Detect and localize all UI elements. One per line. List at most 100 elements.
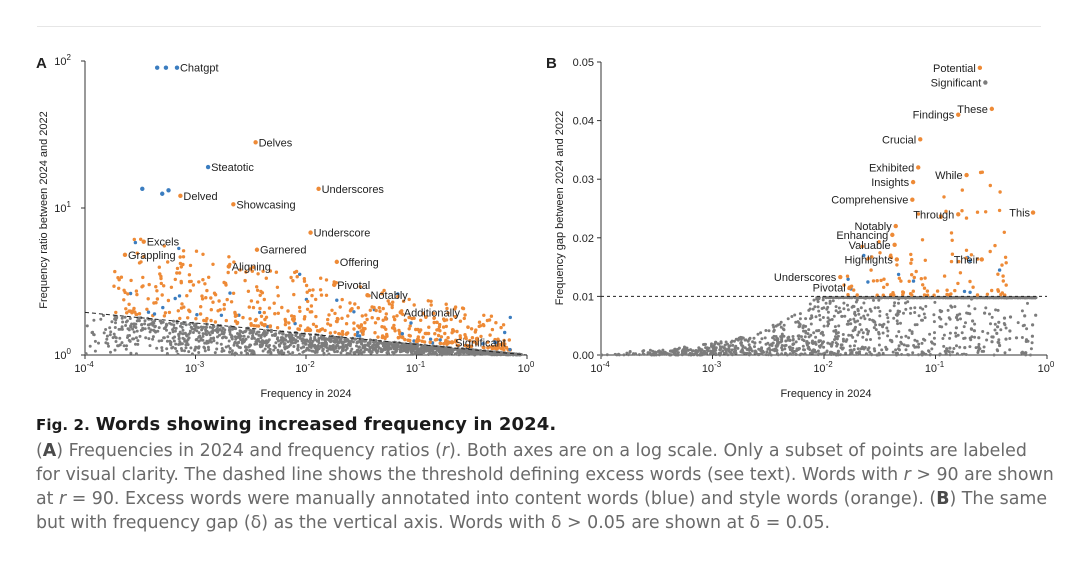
background-point <box>806 332 810 336</box>
background-point <box>960 331 964 335</box>
excess-point <box>296 327 300 331</box>
background-point <box>862 296 866 300</box>
background-point <box>872 347 876 351</box>
excess-point <box>490 327 495 332</box>
excess-point <box>435 320 439 324</box>
background-point <box>948 353 952 357</box>
background-point <box>730 352 734 356</box>
background-point <box>803 348 806 352</box>
background-point <box>252 351 256 355</box>
background-point <box>842 301 846 305</box>
background-point <box>131 327 135 331</box>
background-point <box>892 304 896 308</box>
background-point <box>193 328 197 332</box>
background-point <box>1020 309 1024 313</box>
background-point <box>402 347 406 351</box>
excess-point <box>250 269 254 273</box>
background-point <box>134 352 138 356</box>
background-point <box>128 334 131 337</box>
excess-point <box>993 243 997 248</box>
background-point <box>413 347 417 351</box>
background-point <box>950 305 954 309</box>
background-point <box>897 330 901 334</box>
point-label: Additionally <box>404 307 461 319</box>
excess-point <box>185 294 189 298</box>
background-point <box>853 320 857 324</box>
background-point <box>877 336 881 340</box>
background-point <box>757 347 761 351</box>
excess-point <box>911 279 916 283</box>
background-point <box>115 316 119 320</box>
background-point <box>899 321 902 325</box>
background-point <box>673 347 677 351</box>
labeled-point <box>892 242 897 248</box>
background-point <box>265 331 269 335</box>
background-point <box>818 313 822 317</box>
background-point <box>228 332 232 336</box>
background-point <box>807 328 811 332</box>
panel-b-ylabel: Frequency gap between 2024 and 2022 <box>554 111 566 306</box>
background-point <box>808 307 812 311</box>
excess-point <box>234 270 238 275</box>
background-point <box>435 347 439 351</box>
excess-point <box>436 333 441 338</box>
background-point <box>372 343 376 347</box>
background-point <box>944 352 948 355</box>
excess-point <box>377 306 381 310</box>
background-point <box>680 353 684 357</box>
background-point <box>313 343 317 347</box>
background-point <box>249 343 253 347</box>
background-point <box>796 320 800 324</box>
background-point <box>844 351 848 355</box>
excess-point <box>469 327 474 331</box>
background-point <box>206 345 210 349</box>
background-point <box>428 351 432 355</box>
excess-point <box>283 317 287 322</box>
background-point <box>281 340 285 343</box>
excess-point <box>297 305 302 310</box>
background-point <box>197 345 201 349</box>
excess-point <box>481 345 485 350</box>
background-point <box>731 343 735 347</box>
background-point <box>877 343 881 347</box>
excess-point <box>466 325 470 329</box>
background-point <box>900 353 904 356</box>
background-point <box>1034 313 1038 317</box>
excess-point <box>939 215 943 219</box>
background-point <box>208 325 212 329</box>
background-point <box>836 311 840 315</box>
excess-point <box>142 254 146 259</box>
background-point <box>955 344 958 348</box>
background-point <box>254 332 258 336</box>
background-point <box>237 341 241 345</box>
background-point <box>677 346 681 350</box>
excess-point <box>188 263 193 268</box>
background-point <box>323 338 327 342</box>
background-point <box>147 326 151 330</box>
excess-point <box>370 316 374 320</box>
background-point <box>302 345 306 349</box>
excess-point <box>357 325 362 330</box>
background-point <box>691 349 695 353</box>
background-point <box>394 343 398 347</box>
background-point <box>197 331 201 335</box>
point-label: Underscores <box>322 184 385 196</box>
background-point <box>1008 348 1012 352</box>
labeled-point <box>334 259 340 265</box>
background-point <box>286 350 290 354</box>
excess-point <box>202 318 206 323</box>
point-label: Pivotal <box>337 280 370 292</box>
excess-point <box>226 270 230 275</box>
background-point <box>850 352 854 356</box>
background-point <box>689 348 693 352</box>
excess-point <box>433 338 438 342</box>
background-point <box>862 314 866 318</box>
background-point <box>124 324 128 327</box>
background-point <box>451 347 455 351</box>
excess-point <box>304 283 309 288</box>
background-point <box>866 330 870 334</box>
y-tick-label: 0.02 <box>573 233 594 245</box>
excess-point <box>276 311 280 315</box>
background-point <box>840 314 844 318</box>
background-point <box>858 350 862 354</box>
